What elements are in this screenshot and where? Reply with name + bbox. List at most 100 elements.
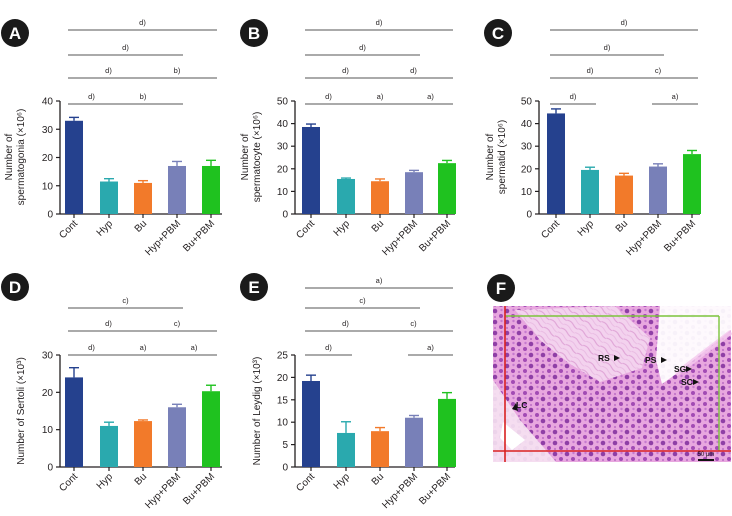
x-tick-label: Bu+PBM: [662, 218, 698, 254]
y-tick-label: 30: [42, 125, 54, 136]
x-tick-label: Bu: [133, 471, 149, 487]
y-tick-label: 20: [277, 164, 289, 175]
y-tick-label: 50: [277, 97, 289, 108]
significance-label: d): [342, 319, 349, 328]
y-tick-label: 40: [521, 119, 533, 130]
x-tick-label: Cont: [294, 471, 317, 494]
chart-panel-D: D 0 10 20 30 Number of Sertoli (×10³) Cont Hyp B…: [1, 273, 222, 511]
x-tick-label: Bu: [133, 218, 149, 234]
y-tick-label: 50: [521, 97, 533, 108]
x-tick-label: Bu: [370, 218, 386, 234]
label-RS: RS: [598, 353, 610, 363]
significance-label: c): [122, 296, 129, 305]
significance-label: d): [342, 66, 349, 75]
y-axis-label: Number of: [4, 133, 15, 180]
y-tick-label: 10: [521, 187, 533, 198]
x-tick-label: Bu+PBM: [417, 218, 453, 254]
y-tick-label: 30: [521, 142, 533, 153]
histology-panel: F RS PS SG SC LC 50 μm: [487, 274, 732, 462]
y-tick-label: 30: [42, 351, 54, 362]
y-axis-label-line2: spermatogonia (×10⁶): [16, 109, 27, 206]
label-LC: LC: [516, 400, 527, 410]
chart-panel-B: B 0 10 20 30 40 50 Number of spermatocyte (×10⁶)…: [240, 18, 456, 258]
x-tick-label: Bu+PBM: [181, 218, 217, 254]
x-tick-label: Hyp: [95, 218, 116, 239]
bar-Hyp+PBM: [168, 407, 186, 467]
interstitial-space: [656, 306, 731, 384]
bar-Bu+PBM: [202, 165, 220, 214]
x-tick-label: Hyp+PBM: [624, 218, 664, 258]
x-tick-label: Hyp: [95, 471, 116, 492]
y-tick-label: 25: [277, 351, 289, 362]
x-tick-label: Hyp+PBM: [143, 471, 183, 511]
bar-Hyp+PBM: [168, 165, 186, 214]
y-tick-label: 20: [521, 164, 533, 175]
y-axis-label: Number of Sertoli (×10³): [16, 357, 27, 465]
y-tick-label: 0: [47, 210, 53, 221]
label-SC: SC: [681, 377, 693, 387]
panel-badge-C: [484, 19, 512, 47]
significance-label: d): [88, 343, 95, 352]
bar-Bu: [371, 181, 389, 214]
significance-label: a): [376, 276, 383, 285]
significance-label: c): [655, 66, 662, 75]
chart-panel-E: E 0 5 10 15 20 25 Number of Leydig (×10³) Cont Hy…: [240, 273, 456, 511]
y-tick-label: 0: [47, 463, 53, 474]
bar-Bu+PBM: [683, 154, 701, 214]
significance-label: a): [377, 92, 384, 101]
y-tick-label: 20: [277, 373, 289, 384]
bar-Bu+PBM: [438, 163, 456, 214]
bar-Hyp: [100, 181, 118, 214]
significance-label: d): [359, 43, 366, 52]
y-tick-label: 10: [277, 187, 289, 198]
arrow-RS-icon: [614, 355, 620, 361]
x-tick-label: Hyp+PBM: [143, 218, 183, 258]
bar-Bu: [615, 175, 633, 214]
significance-label: d): [570, 92, 577, 101]
y-tick-label: 40: [42, 97, 54, 108]
significance-label: d): [139, 18, 146, 27]
panel-letter-C: C: [492, 24, 504, 43]
significance-label: c): [359, 296, 366, 305]
bar-Hyp: [337, 178, 355, 214]
panel-letter-D: D: [9, 278, 21, 297]
y-tick-label: 5: [282, 440, 288, 451]
label-SG: SG: [674, 364, 687, 374]
y-tick-label: 15: [277, 395, 289, 406]
significance-label: d): [410, 66, 417, 75]
y-tick-label: 10: [277, 418, 289, 429]
panel-badge-F: [487, 274, 515, 302]
scale-bar-label: 50 μm: [698, 452, 715, 458]
y-axis-label-line2: spermatid (×10⁶): [497, 120, 508, 194]
bar-Hyp: [337, 432, 355, 467]
bar-Hyp: [581, 169, 599, 214]
bar-Hyp+PBM: [405, 417, 423, 467]
significance-label: a): [427, 92, 434, 101]
significance-label: b): [140, 92, 147, 101]
bar-Bu: [134, 421, 152, 467]
significance-label: c): [410, 319, 417, 328]
significance-label: d): [325, 343, 332, 352]
significance-label: a): [140, 343, 147, 352]
y-axis-label: Number of: [485, 133, 496, 180]
significance-label: c): [174, 319, 181, 328]
panel-badge-E: [240, 273, 268, 301]
x-tick-label: Bu: [370, 471, 386, 487]
significance-label: d): [105, 66, 112, 75]
y-tick-label: 20: [42, 388, 54, 399]
bar-Hyp+PBM: [405, 172, 423, 214]
y-tick-label: 20: [42, 153, 54, 164]
y-tick-label: 10: [42, 425, 54, 436]
arrow-PS-icon: [661, 357, 667, 363]
arrow-SG-icon: [686, 366, 692, 372]
x-tick-label: Cont: [539, 218, 562, 241]
bar-Cont: [65, 377, 83, 467]
x-tick-label: Bu+PBM: [181, 471, 217, 507]
x-tick-label: Hyp: [332, 218, 353, 239]
y-axis-label: Number of Leydig (×10³): [252, 357, 263, 466]
panel-letter-E: E: [248, 278, 259, 297]
label-PS: PS: [645, 355, 657, 365]
bar-Bu: [371, 431, 389, 467]
bar-Hyp: [100, 425, 118, 467]
